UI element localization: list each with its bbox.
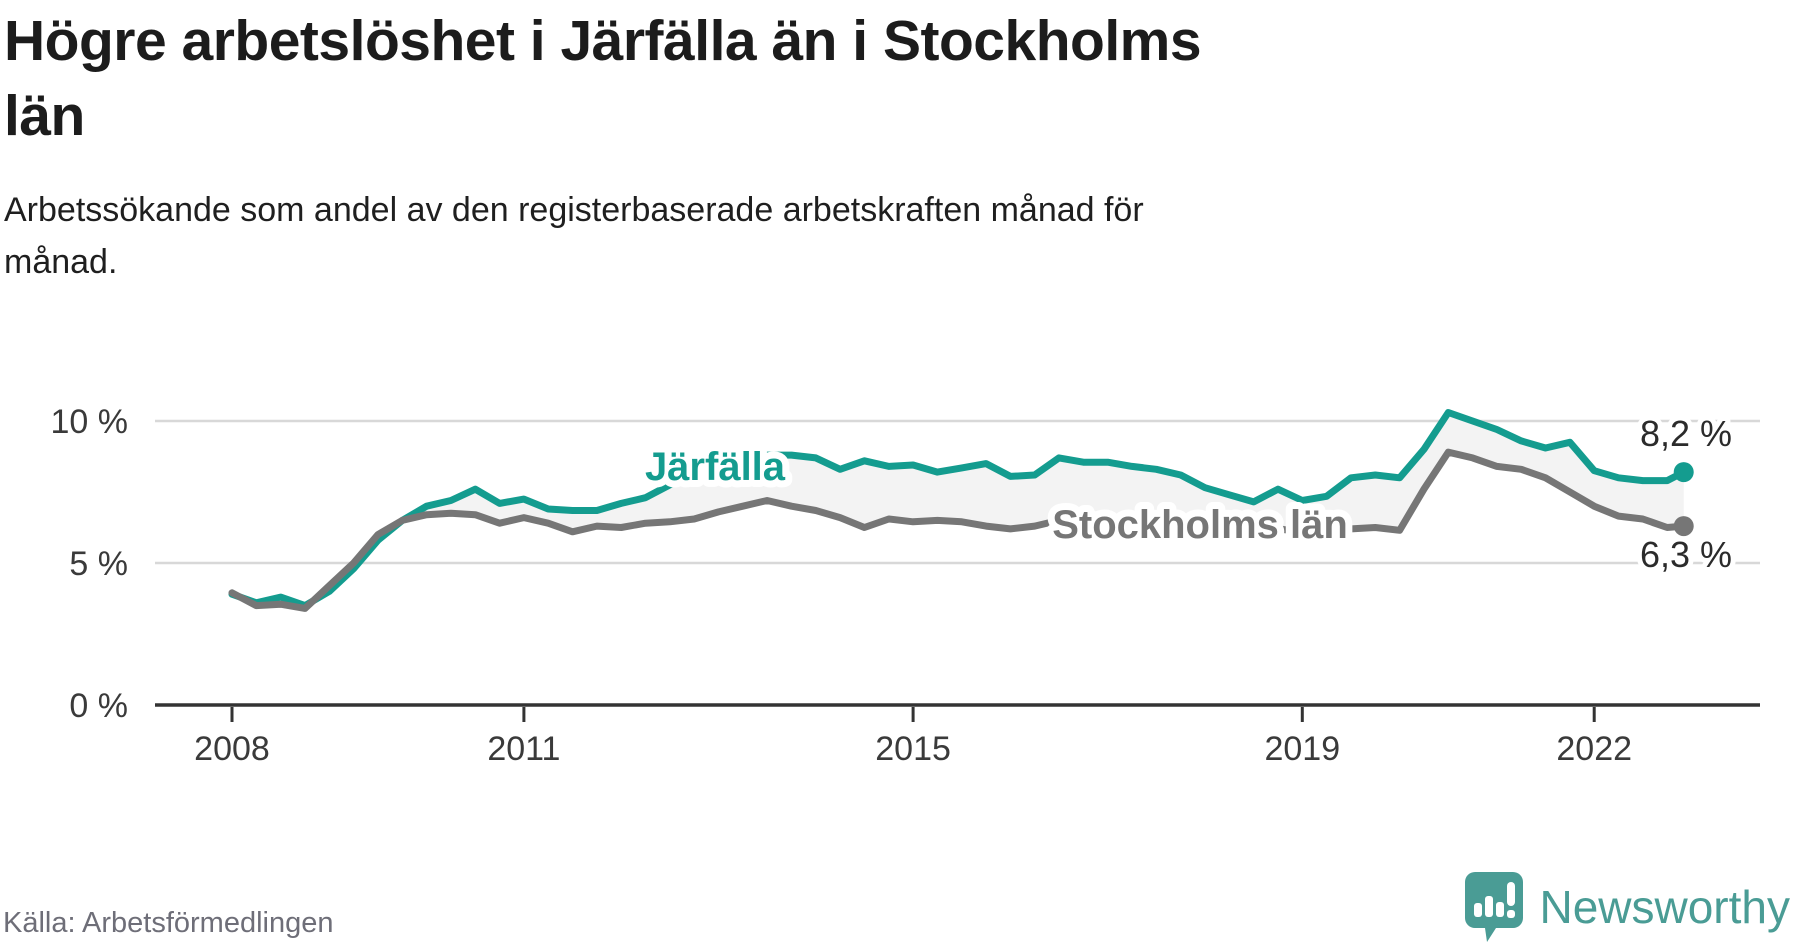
- bar-chart-speech-bubble-icon: [1465, 872, 1524, 942]
- y-axis-label: 0 %: [69, 687, 128, 725]
- page-title-line1: Högre arbetslöshet i Järfälla än i Stock…: [4, 9, 1202, 73]
- source-note: Källa: Arbetsförmedlingen: [3, 907, 334, 939]
- series-band: [232, 412, 1684, 609]
- chart-subtitle-line2: månad.: [4, 243, 118, 281]
- series-label-stockholms-lan: Stockholms län: [1052, 503, 1348, 547]
- y-axis-label: 10 %: [51, 403, 129, 441]
- end-value-label-stockholms-lan: 6,3 %: [1640, 534, 1732, 575]
- y-axis-label: 5 %: [69, 545, 128, 583]
- series-line-stockholms-lan: [228, 448, 1688, 612]
- chart-subtitle: Arbetssökande som andel av den registerb…: [4, 184, 1144, 288]
- series-line-jarfalla: [228, 409, 1688, 610]
- newsworthy-logo: Newsworthy: [1463, 870, 1790, 944]
- end-value-label-jarfalla: 8,2 %: [1640, 413, 1732, 454]
- page-title: Högre arbetslöshet i Järfälla än i Stock…: [4, 4, 1202, 154]
- x-axis-label: 2022: [1556, 730, 1632, 768]
- series-endpoint-jarfalla: [1673, 462, 1694, 483]
- chart-subtitle-line1: Arbetssökande som andel av den registerb…: [4, 191, 1144, 229]
- x-axis-label: 2008: [194, 730, 270, 768]
- series-endpoint-stockholms-lan: [1673, 516, 1694, 537]
- line-chart: 2008 2011 2015 2019 2022 0 % 5 % 10 % 8,2 % 6,3 %…: [51, 403, 1760, 768]
- x-axis-label: 2019: [1264, 730, 1340, 768]
- x-axis-label: 2011: [487, 730, 560, 768]
- page-title-line2: län: [4, 84, 85, 148]
- series-label-jarfalla: Järfälla: [645, 445, 786, 489]
- x-axis-label: 2015: [875, 730, 951, 768]
- brand-name: Newsworthy: [1539, 881, 1790, 933]
